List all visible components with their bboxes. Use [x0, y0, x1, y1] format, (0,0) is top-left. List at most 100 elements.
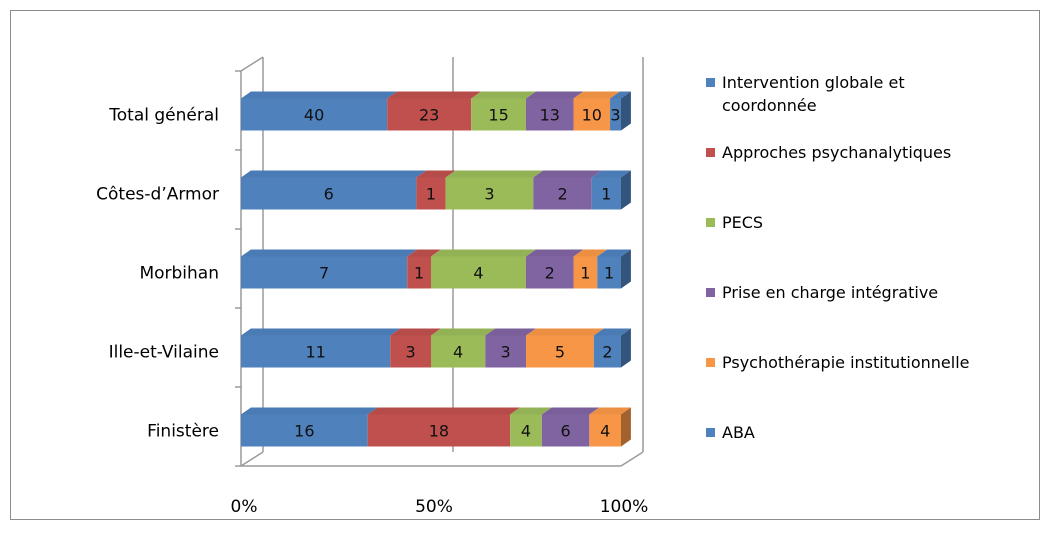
segment-top — [510, 407, 552, 415]
legend-swatch — [706, 148, 715, 157]
category-label: Morbihan — [139, 264, 219, 284]
data-label: 11 — [305, 343, 325, 362]
data-label: 15 — [488, 106, 508, 125]
segment-side — [621, 407, 631, 447]
segment-front — [241, 98, 388, 131]
segment-pecs: 4 — [431, 328, 496, 368]
segment-top — [241, 328, 401, 336]
segment-pecs: 3 — [445, 170, 544, 210]
legend-label: Intervention globale et coordonnée — [722, 73, 905, 115]
legend: Intervention globale et coordonnée Approch… — [706, 73, 970, 442]
segment-front — [510, 414, 542, 447]
legend-swatch — [706, 218, 715, 227]
legend-item-aba: ABA — [706, 423, 755, 442]
x-tick-label: 0% — [231, 497, 258, 517]
segment-top — [573, 249, 608, 257]
segment-front — [241, 335, 391, 368]
segment-top — [241, 407, 378, 415]
segment-psychotherapie-institutionnelle: 1 — [573, 249, 608, 289]
segment-top — [416, 170, 456, 178]
data-label: 13 — [540, 106, 560, 125]
category-label: Total général — [108, 106, 219, 126]
segment-front — [610, 98, 621, 131]
segment-front — [591, 177, 621, 210]
legend-label: PECS — [722, 213, 763, 232]
segment-front — [573, 98, 611, 131]
legend-label: Prise en charge intégrative — [722, 283, 938, 302]
segment-psychotherapie-institutionnelle: 4 — [589, 407, 631, 447]
segment-intervention-globale-et-coordonnee: 11 — [241, 328, 401, 368]
legend-label: Psychothérapie institutionnelle — [722, 353, 970, 372]
data-label: 2 — [557, 185, 567, 204]
legend-label: ABA — [722, 423, 755, 442]
segment-side — [621, 328, 631, 368]
segment-top — [485, 328, 536, 336]
legend-swatch — [706, 428, 715, 437]
segment-front — [367, 414, 511, 447]
segment-intervention-globale-et-coordonnee: 16 — [241, 407, 378, 447]
segment-front — [589, 414, 621, 447]
category-label: Finistère — [147, 422, 219, 442]
legend-swatch — [706, 358, 715, 367]
segment-front — [597, 256, 621, 289]
segment-front — [431, 335, 486, 368]
segment-approches-psychanalytiques: 3 — [390, 328, 441, 368]
segment-top — [589, 407, 631, 415]
legend-swatch — [706, 78, 715, 87]
data-label: 10 — [582, 106, 602, 125]
data-label: 1 — [414, 264, 424, 283]
segment-approches-psychanalytiques: 1 — [407, 249, 441, 289]
bar-ille-et-vilaine: 11 3 4 3 5 2 — [241, 328, 631, 368]
segment-top — [610, 91, 631, 99]
data-label: 3 — [610, 106, 620, 125]
bar-cotes-d-armor: 6 1 3 2 1 — [241, 170, 631, 210]
data-label: 3 — [501, 343, 511, 362]
segment-front — [593, 335, 621, 368]
segment-side — [621, 249, 631, 289]
segment-psychotherapie-institutionnelle: 10 — [573, 91, 620, 131]
data-label: 5 — [555, 343, 565, 362]
segment-pecs: 4 — [510, 407, 552, 447]
segment-aba: 3 — [610, 91, 631, 131]
data-label: 1 — [604, 264, 614, 283]
data-label: 23 — [419, 106, 439, 125]
segment-side — [621, 91, 631, 131]
segment-front — [471, 98, 526, 131]
segment-top — [431, 328, 496, 336]
x-tick-label: 50% — [415, 497, 453, 517]
segment-aba: 1 — [597, 249, 631, 289]
data-label: 3 — [406, 343, 416, 362]
segment-front — [407, 256, 431, 289]
segment-top — [445, 170, 544, 178]
bars: 16 18 4 6 411 3 4 3 5 27 1 4 2 1 16 1 3 2 140 23 15 13 10 3 — [241, 91, 631, 447]
segment-front — [241, 177, 417, 210]
segment-top — [407, 249, 441, 257]
segment-aba: 1 — [591, 170, 631, 210]
segment-approches-psychanalytiques: 1 — [416, 170, 456, 210]
legend-label: Approches psychanalytiques — [722, 143, 951, 162]
segment-top — [533, 170, 602, 178]
data-label: 4 — [453, 343, 463, 362]
segment-intervention-globale-et-coordonnee: 40 — [241, 91, 398, 131]
segment-front — [541, 414, 590, 447]
legend-item-intervention-globale-et-coordonnee: Intervention globale et coordonnée — [706, 73, 905, 115]
segment-front — [573, 256, 598, 289]
segment-front — [526, 335, 594, 368]
segment-prise-en-charge-integrative: 6 — [541, 407, 600, 447]
segment-top — [526, 91, 584, 99]
data-label: 6 — [324, 185, 334, 204]
segment-top — [387, 91, 482, 99]
segment-side — [621, 170, 631, 210]
segment-prise-en-charge-integrative: 2 — [526, 249, 584, 289]
stacked-bar-chart: 16 18 4 6 411 3 4 3 5 27 1 4 2 1 16 1 3 2 140 23 15 13 10 3 Fin… — [96, 56, 970, 517]
segment-front — [241, 256, 408, 289]
legend-swatch — [706, 288, 715, 297]
data-label: 3 — [484, 185, 494, 204]
category-labels: Finistère Ille-et-Vilaine Morbihan Côtes-d’… — [96, 106, 219, 442]
segment-front — [485, 335, 526, 368]
segment-pecs: 4 — [431, 249, 536, 289]
segment-approches-psychanalytiques: 23 — [387, 91, 482, 131]
data-label: 7 — [319, 264, 329, 283]
segment-top — [431, 249, 536, 257]
